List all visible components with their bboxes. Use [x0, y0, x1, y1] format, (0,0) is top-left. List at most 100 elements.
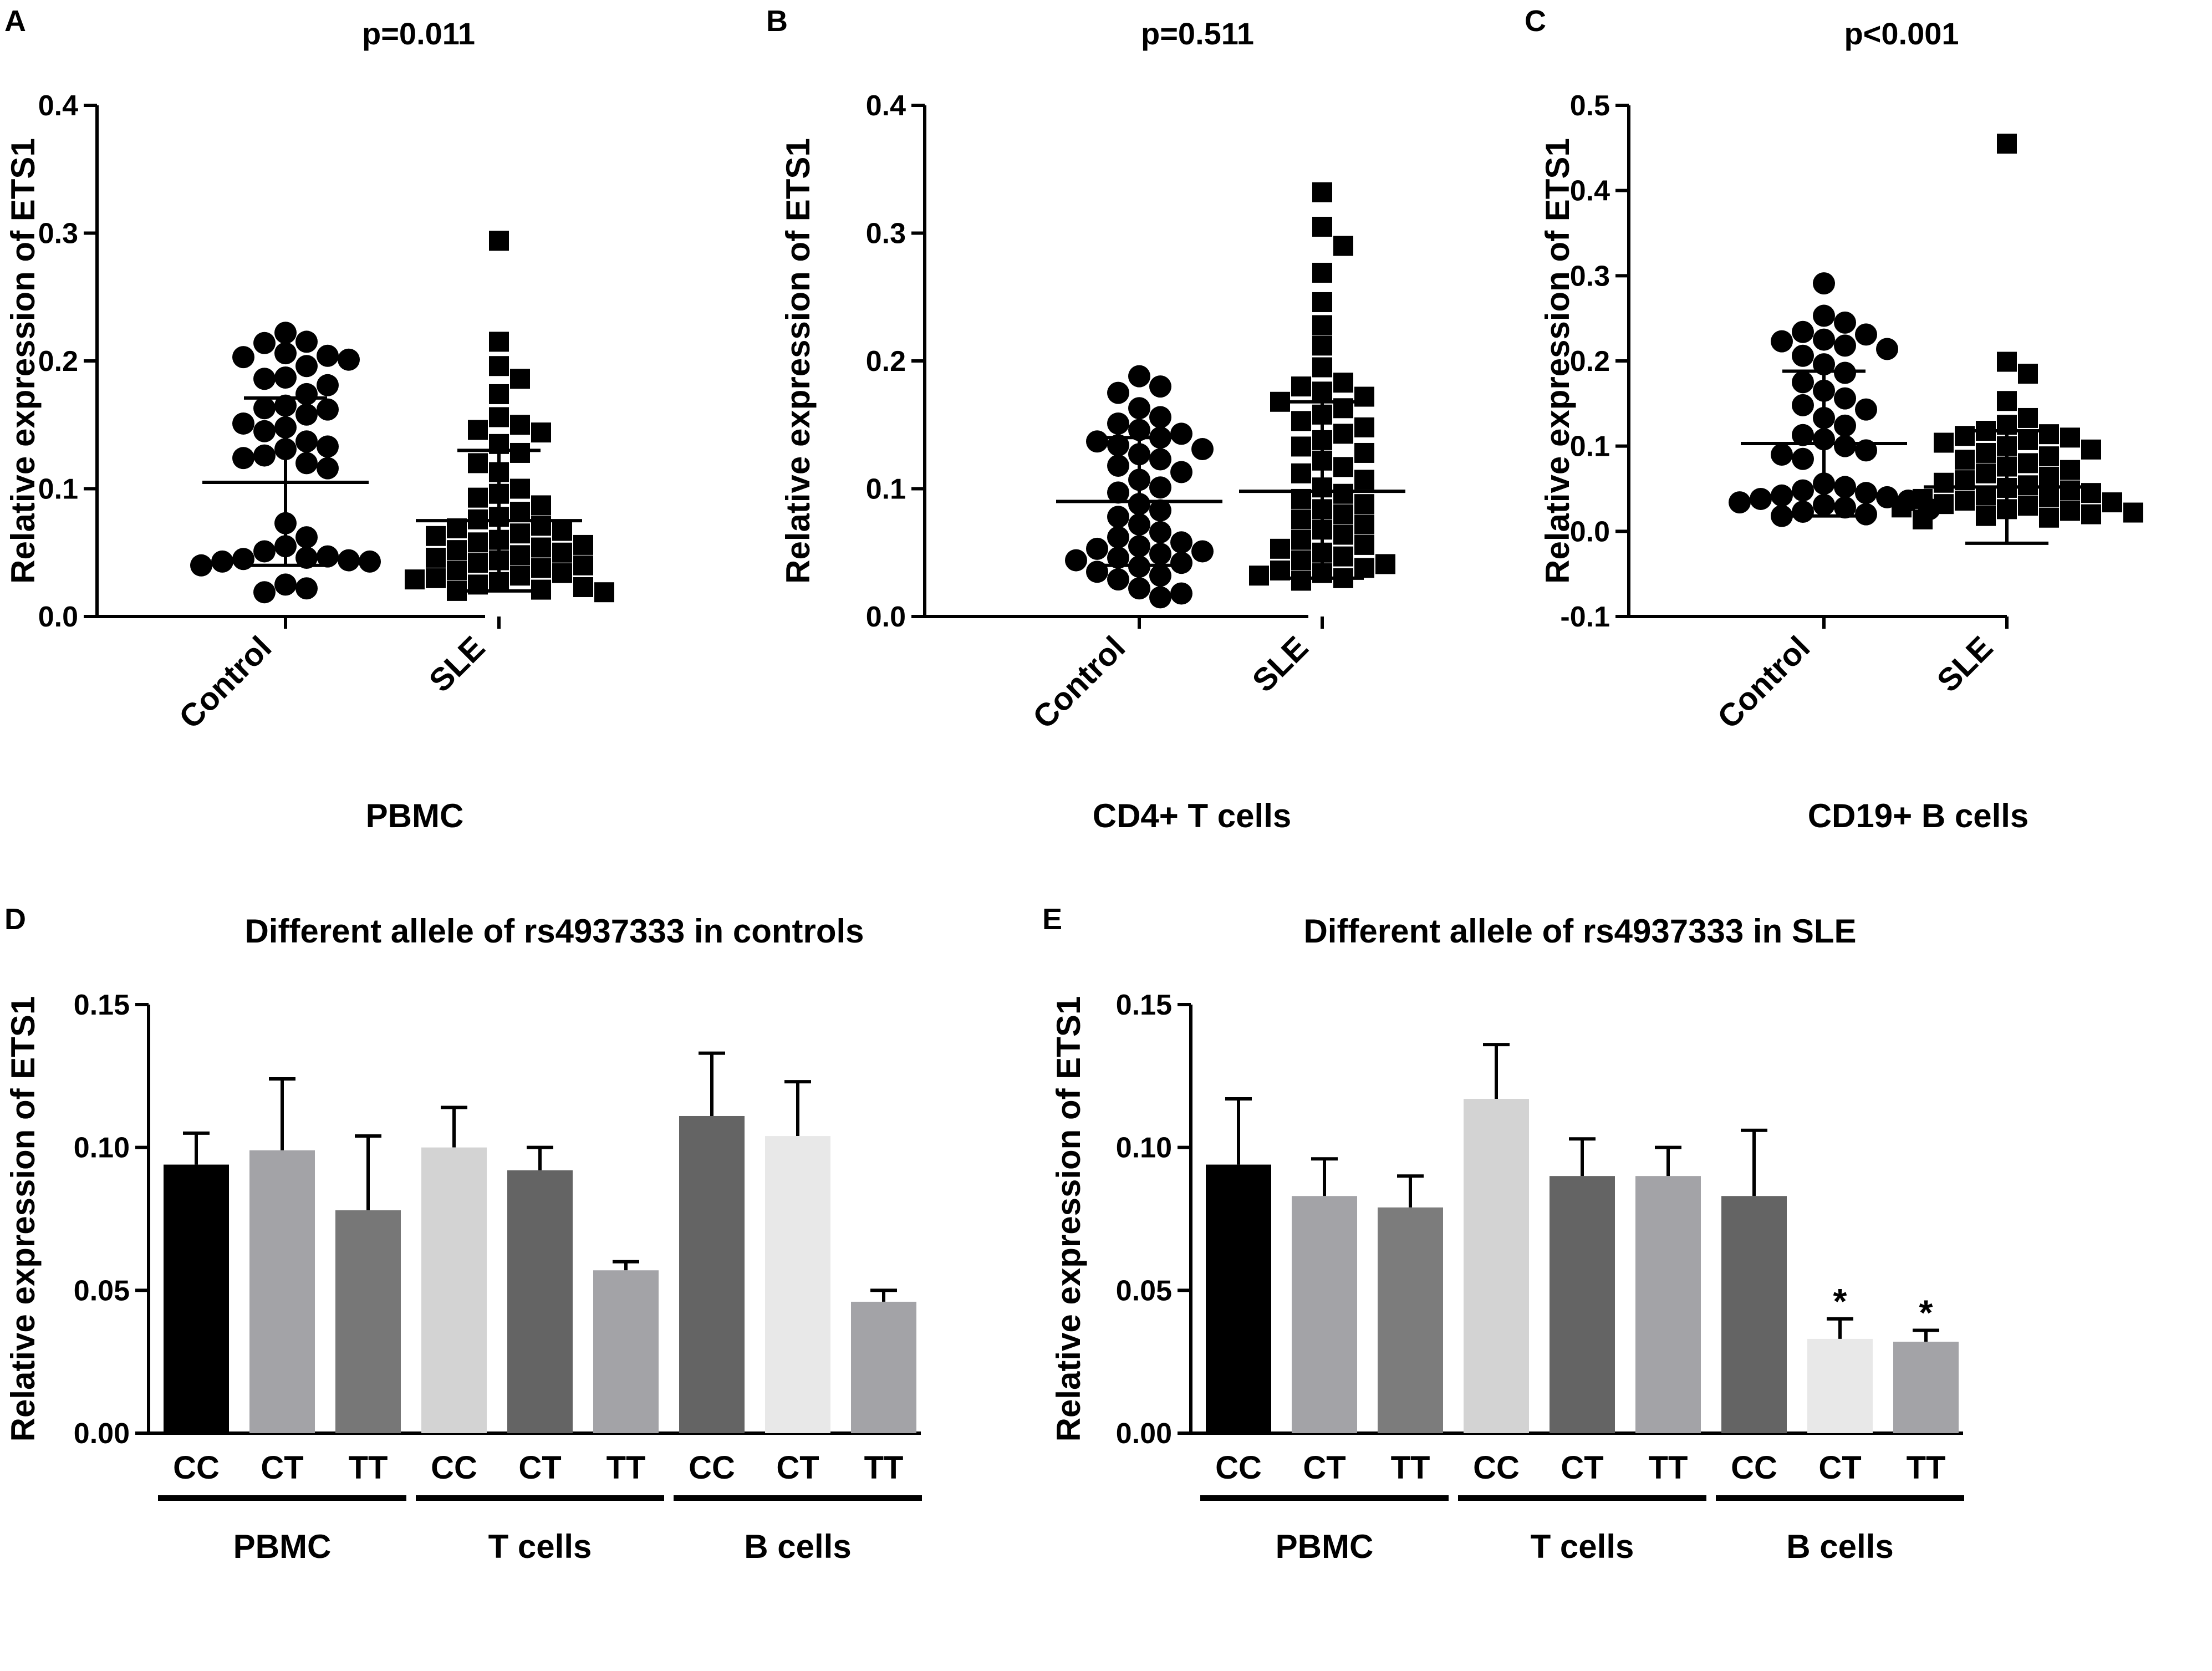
- data-point-control: [295, 546, 318, 569]
- data-point-sle: [1913, 509, 1933, 529]
- data-point-sle: [1354, 558, 1374, 578]
- data-point-control: [274, 322, 297, 344]
- data-point-control: [1170, 582, 1192, 605]
- y-tick-label: 0.0: [38, 601, 78, 633]
- data-point-sle: [2018, 475, 2038, 496]
- y-tick-label: 0.10: [74, 1132, 130, 1164]
- data-point-control: [1128, 419, 1150, 441]
- x-axis-label-b: CD4+ T cells: [1093, 797, 1292, 834]
- chart-c-scatter: p<0.001 Relative expression of ETS1 CD19+ …: [1539, 16, 2143, 834]
- data-point-sle: [1955, 426, 1975, 446]
- data-point-control: [1107, 526, 1129, 549]
- data-point-control: [1855, 482, 1877, 505]
- data-point-sle: [1312, 315, 1332, 335]
- bar-ct: [1550, 1176, 1615, 1433]
- data-point-sle: [510, 545, 530, 566]
- data-point-control: [359, 550, 381, 573]
- y-axis-label-d: Relative expression of ETS1: [4, 996, 42, 1442]
- data-point-sle: [1291, 550, 1311, 570]
- data-point-sle: [510, 478, 530, 499]
- data-point-control: [253, 444, 276, 467]
- x-tick-label-ct: CT: [1561, 1450, 1603, 1486]
- data-point-control: [1149, 586, 1171, 609]
- data-point-sle: [1976, 463, 1996, 483]
- data-point-control: [1834, 361, 1856, 384]
- bar-tt: [593, 1270, 659, 1433]
- data-point-sle: [2060, 460, 2080, 480]
- data-point-control: [1792, 344, 1814, 367]
- data-point-control: [1792, 320, 1814, 343]
- x-tick-label-ct: CT: [518, 1450, 561, 1486]
- x-tick-label-tt: TT: [1907, 1450, 1946, 1486]
- data-point-sle: [1291, 411, 1311, 431]
- bar-ct: [1292, 1196, 1357, 1433]
- data-point-sle: [510, 501, 530, 522]
- bar-tt: [1893, 1342, 1959, 1433]
- data-point-control: [253, 332, 276, 354]
- x-axis-label-a: PBMC: [366, 797, 464, 834]
- data-point-control: [1170, 552, 1192, 574]
- data-point-sle: [1354, 386, 1374, 407]
- data-point-sle: [1354, 494, 1374, 514]
- data-point-control: [274, 342, 297, 365]
- data-point-sle: [1312, 216, 1332, 237]
- x-tick-label-sle: SLE: [1245, 629, 1315, 699]
- data-point-sle: [1934, 472, 1954, 493]
- x-tick-label-cc: CC: [689, 1450, 735, 1486]
- data-point-sle: [531, 537, 551, 558]
- data-point-control: [1834, 311, 1856, 334]
- y-tick-label: 0.4: [1570, 175, 1610, 207]
- data-point-control: [1771, 484, 1793, 507]
- data-point-sle: [1333, 373, 1353, 393]
- data-point-control: [274, 573, 297, 596]
- data-point-sle: [531, 422, 551, 443]
- data-point-sle: [468, 553, 488, 573]
- data-point-control: [1792, 447, 1814, 470]
- data-point-control: [274, 366, 297, 389]
- data-point-sle: [2081, 504, 2101, 524]
- bar-cc: [1721, 1196, 1787, 1433]
- data-point-sle: [468, 487, 488, 508]
- x-tick-label-sle: SLE: [422, 629, 492, 699]
- bar-tt: [1378, 1207, 1443, 1433]
- x-tick-label-ct: CT: [776, 1450, 819, 1486]
- bar-ct: [507, 1170, 573, 1433]
- data-point-sle: [2123, 502, 2143, 523]
- data-point-control: [1792, 479, 1814, 502]
- data-point-control: [1855, 503, 1877, 526]
- data-point-control: [232, 346, 254, 369]
- y-tick-label: 0.15: [74, 989, 130, 1021]
- data-point-control: [317, 374, 339, 396]
- data-point-control: [232, 412, 254, 435]
- data-point-sle: [447, 561, 467, 581]
- data-point-control: [1792, 424, 1814, 446]
- data-point-control: [190, 554, 212, 577]
- y-tick-label: 0.4: [866, 90, 906, 122]
- data-point-control: [317, 545, 339, 568]
- panel-letter-e: E: [1042, 903, 1062, 936]
- data-point-sle: [1354, 442, 1374, 463]
- data-point-control: [1191, 438, 1214, 461]
- data-point-control: [295, 430, 318, 453]
- x-tick-label-tt: TT: [864, 1450, 904, 1486]
- data-point-sle: [1291, 509, 1311, 529]
- data-point-control: [1149, 564, 1171, 587]
- data-point-control: [317, 344, 339, 367]
- data-point-sle: [1333, 236, 1353, 256]
- data-point-control: [1107, 546, 1129, 569]
- data-point-sle: [2060, 501, 2080, 521]
- y-tick-label: 0.00: [1116, 1418, 1172, 1450]
- data-point-sle: [1997, 351, 2017, 372]
- y-tick-label: 0.05: [1116, 1275, 1172, 1307]
- data-point-control: [317, 457, 339, 480]
- data-point-control: [1107, 481, 1129, 504]
- data-point-sle: [531, 558, 551, 578]
- data-point-sle: [510, 442, 530, 463]
- data-point-sle: [1892, 497, 1912, 518]
- data-point-control: [338, 348, 360, 371]
- group-label-t-cells: T cells: [1531, 1528, 1634, 1565]
- data-point-control: [253, 368, 276, 390]
- data-point-sle: [573, 555, 593, 575]
- x-tick-label-cc: CC: [1473, 1450, 1520, 1486]
